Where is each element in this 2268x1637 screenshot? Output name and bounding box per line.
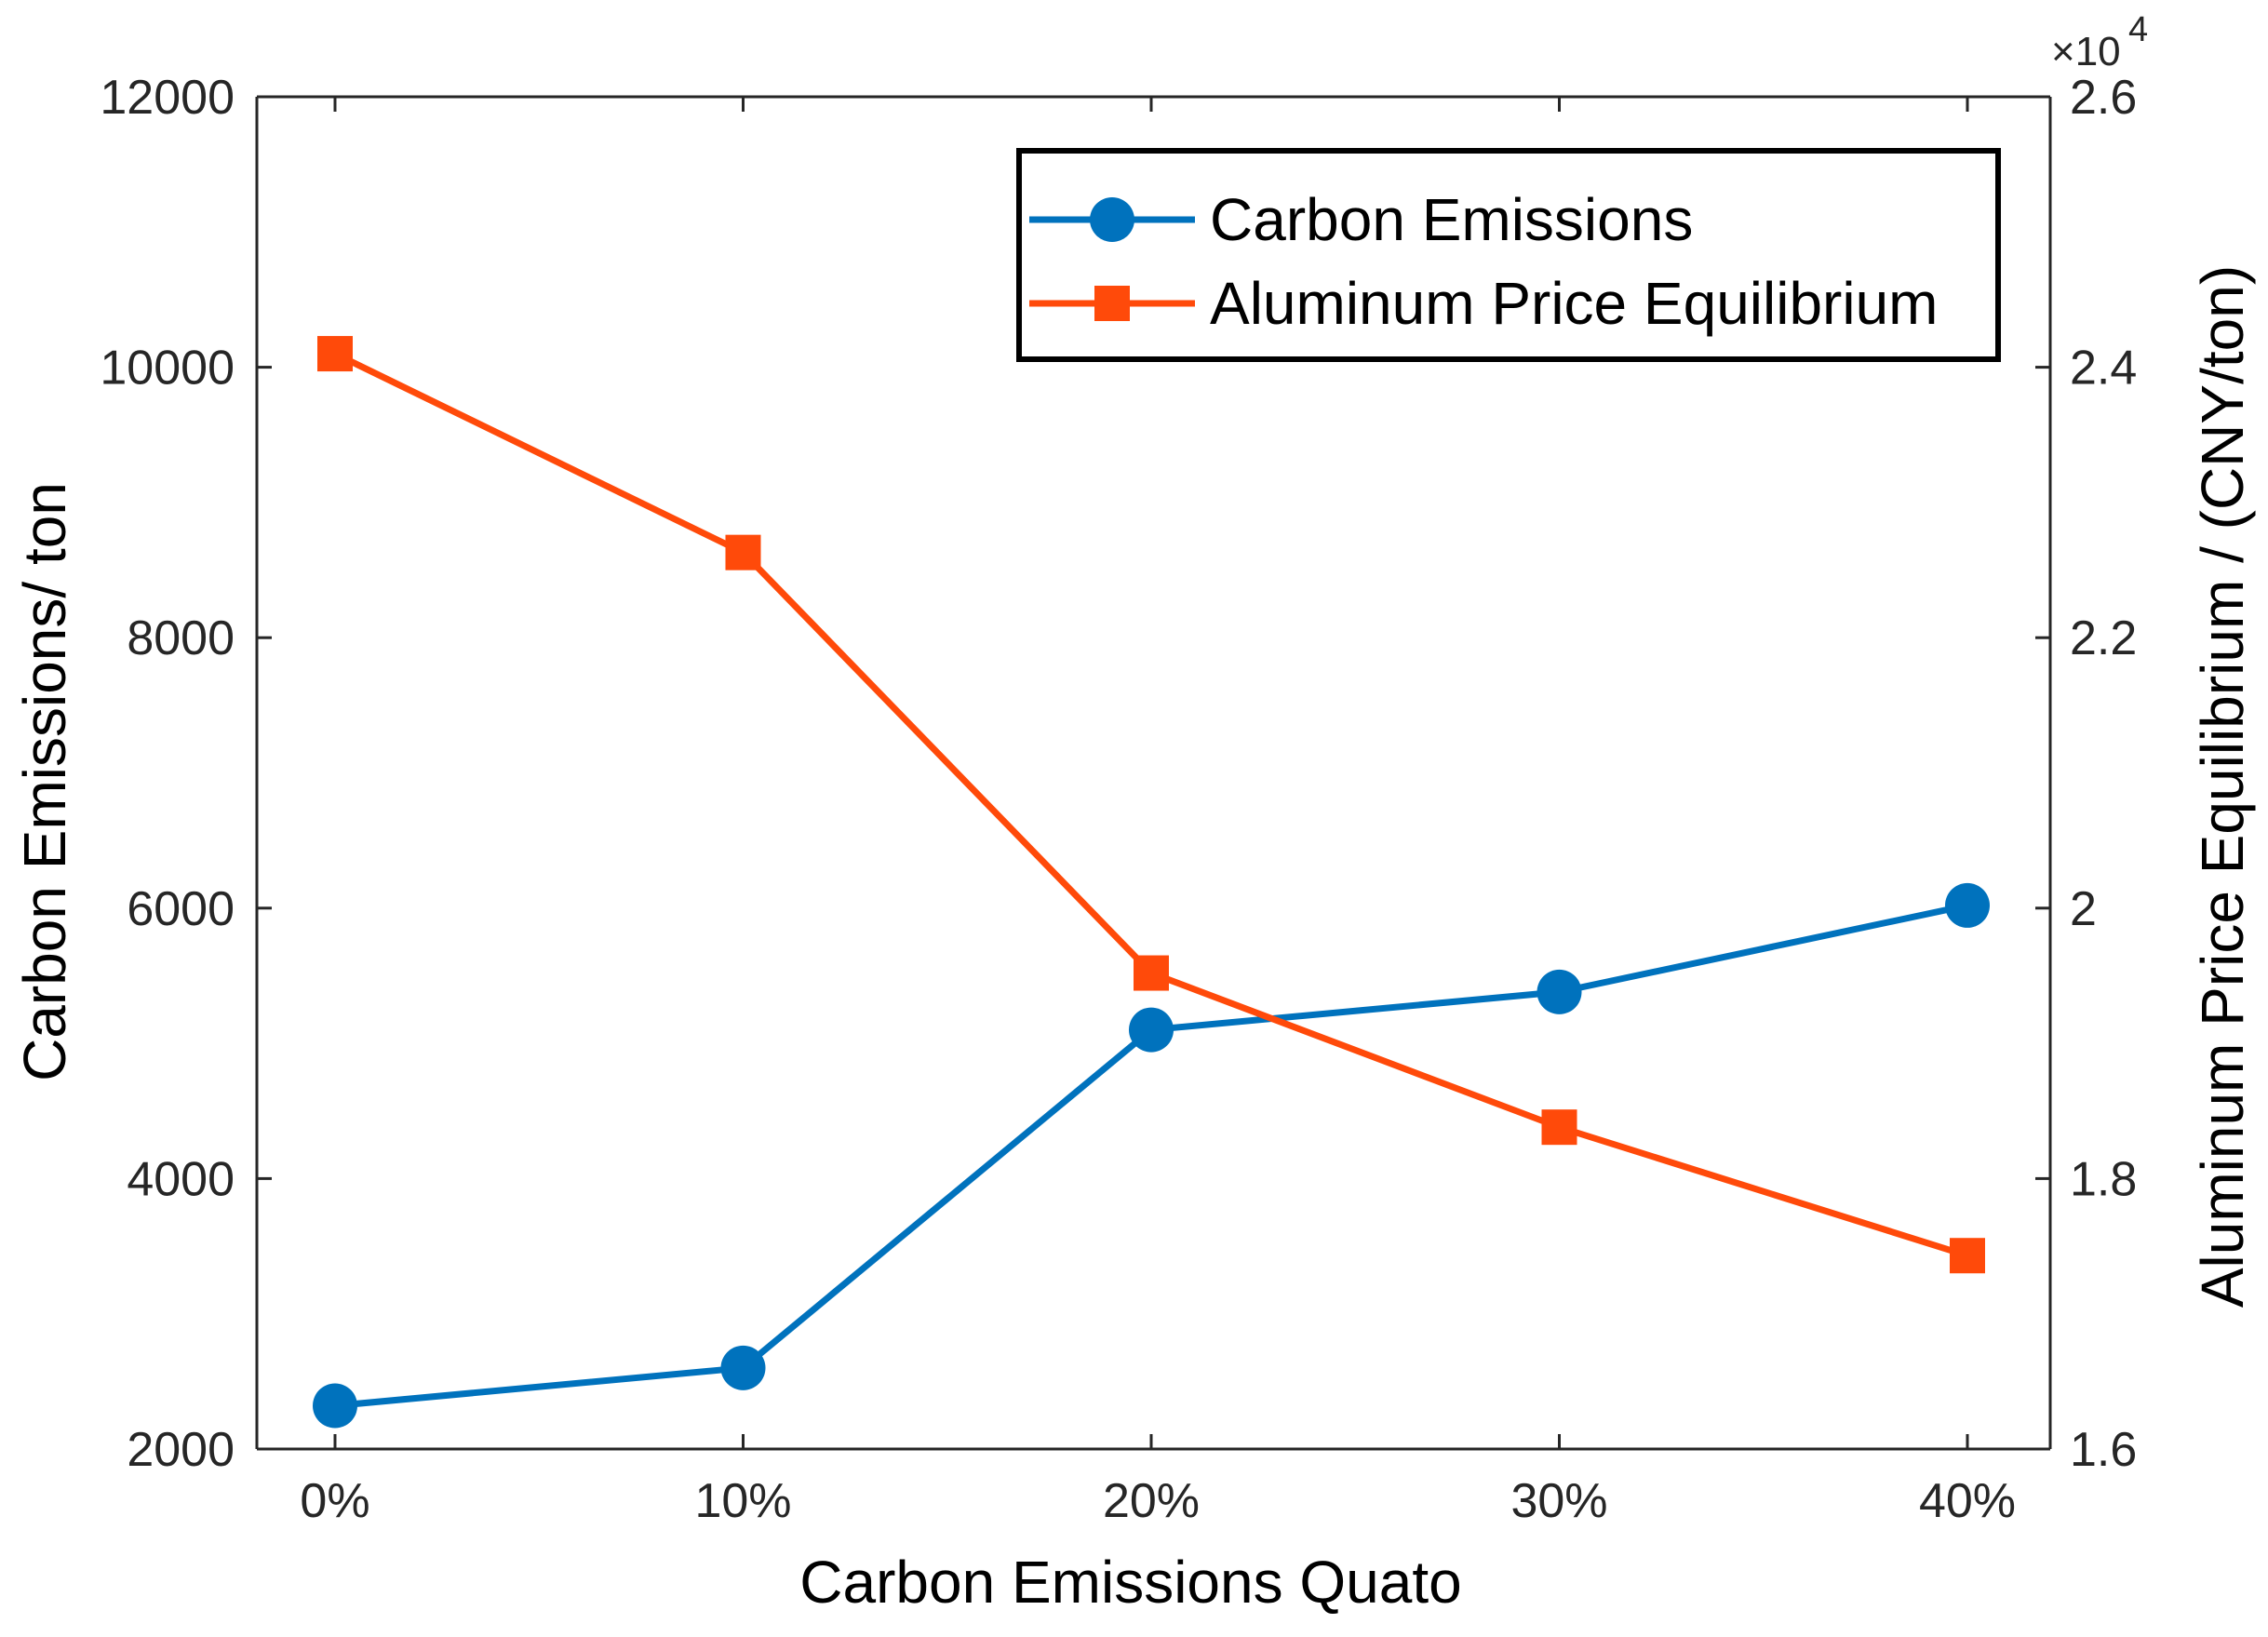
left-y-axis-ticks: 2000 4000 6000 8000 10000 12000 [100,71,272,1477]
left-y-tick-label: 6000 [127,882,235,936]
right-y-tick-label: 2 [2070,882,2097,936]
left-y-tick-label: 4000 [127,1152,235,1206]
exponent-base: ×10 [2051,29,2121,74]
series-layer [313,336,1990,1429]
right-axis-exponent: ×10 4 [2051,10,2148,74]
x-tick-label: 10% [694,1474,791,1528]
x-axis-label: Carbon Emissions Quato [799,1549,1461,1616]
x-axis-ticks: 0% 10% 20% 30% 40% [300,97,2016,1528]
x-tick-label: 0% [300,1474,369,1528]
right-y-tick-label: 2.6 [2070,71,2137,125]
legend-label-carbon-emissions: Carbon Emissions [1210,186,1693,253]
data-point-square [725,534,761,570]
data-point-circle [313,1383,357,1429]
legend: Carbon Emissions Aluminum Price Equilibr… [1016,148,2001,362]
legend-marker-circle [1090,197,1134,242]
legend-entry-aluminum-price: Aluminum Price Equilibrium [1029,270,1938,337]
series-line-aluminum-price [333,350,1969,1259]
data-point-circle [1537,969,1582,1014]
right-y-tick-label: 1.6 [2070,1423,2137,1477]
data-point-square [1541,1109,1577,1146]
data-point-circle [720,1345,766,1390]
left-y-tick-label: 10000 [100,342,235,396]
x-tick-label: 40% [1919,1474,2016,1528]
right-y-tick-label: 2.2 [2070,611,2137,665]
right-y-axis-label: Aluminum Price Equilibrium / (CNY/ton) [2189,265,2256,1308]
left-y-tick-label: 8000 [127,611,235,665]
legend-marker-square [1094,286,1130,321]
data-point-square [1134,955,1169,991]
legend-box [1016,148,2001,362]
x-tick-label: 20% [1103,1474,1200,1528]
x-tick-label: 30% [1510,1474,1607,1528]
legend-entry-carbon-emissions: Carbon Emissions [1029,186,1693,253]
right-y-tick-label: 1.8 [2070,1152,2137,1206]
axes-box [255,95,2052,1451]
left-y-axis-label: Carbon Emissions/ ton [11,482,78,1081]
left-y-tick-label: 2000 [127,1423,235,1477]
data-point-square [1950,1238,1985,1274]
data-point-circle [1129,1007,1174,1053]
right-y-tick-label: 2.4 [2070,342,2137,396]
exponent-power: 4 [2128,10,2148,49]
data-point-circle [1945,882,1990,928]
legend-label-aluminum-price: Aluminum Price Equilibrium [1210,270,1938,337]
left-y-tick-label: 12000 [100,71,235,125]
data-point-square [317,336,353,372]
right-y-axis-ticks: 1.6 1.8 2 2.2 2.4 2.6 [2035,71,2137,1477]
